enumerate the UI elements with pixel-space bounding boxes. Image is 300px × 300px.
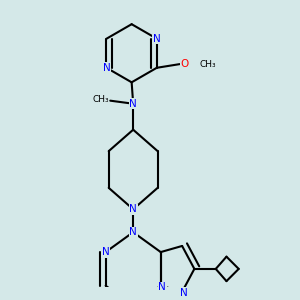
Text: N: N [129,227,137,237]
Text: N: N [103,63,110,73]
Text: N: N [102,247,110,257]
Text: N: N [129,204,137,214]
Text: N: N [129,99,137,109]
Text: O: O [180,59,188,69]
Text: N: N [158,282,166,292]
Text: CH₃: CH₃ [92,94,109,103]
Text: CH₃: CH₃ [200,60,216,69]
Text: N: N [180,288,188,298]
Text: N: N [153,34,161,44]
